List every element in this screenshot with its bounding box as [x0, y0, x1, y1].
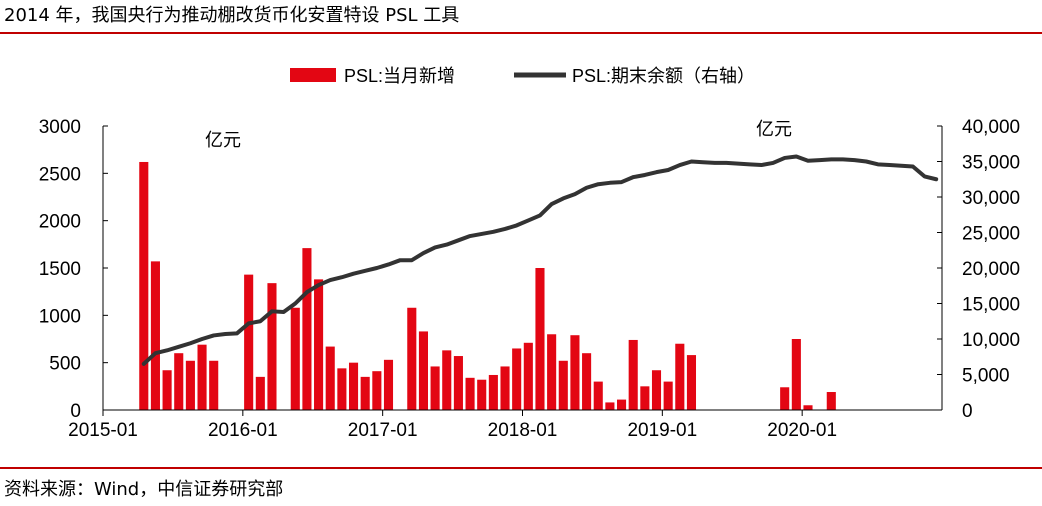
bar-2015-08	[185, 360, 195, 410]
bar-2020-03	[826, 392, 836, 410]
right-tick-label: 25,000	[962, 224, 1020, 245]
bar-2018-09	[617, 399, 627, 410]
bar-2017-10	[488, 374, 498, 410]
bar-2019-01	[663, 381, 673, 410]
left-tick-label: 1500	[39, 259, 81, 280]
bar-2019-03	[686, 355, 697, 410]
bar-2015-04	[139, 161, 149, 410]
line-series	[141, 154, 939, 366]
bar-2015-06	[162, 370, 172, 410]
left-tick-label: 2500	[39, 164, 81, 185]
bar-2020-01	[803, 405, 813, 410]
bar-2015-05	[150, 261, 160, 410]
bar-2018-12	[651, 370, 662, 410]
right-tick-label: 40,000	[962, 117, 1020, 138]
x-tick-label: 2019-01	[627, 420, 697, 441]
chart-legend: PSL:当月新增 PSL:期末余额（右轴）	[290, 66, 755, 86]
bar-2018-01	[523, 342, 533, 410]
bar-2016-02	[255, 376, 265, 410]
left-tick-label: 2000	[39, 212, 81, 233]
chart-axes: 0 500 1000 1500 2000 2500 3000 0 5,000 10,000 15,0…	[39, 117, 1020, 441]
bar-2018-03	[547, 334, 557, 410]
bar-2018-07	[593, 381, 603, 410]
title-divider	[0, 32, 1042, 34]
bar-2017-09	[477, 379, 487, 410]
x-tick-label: 2015-01	[68, 420, 138, 441]
bar-2018-11	[640, 386, 650, 410]
bar-2016-09	[337, 368, 347, 410]
bar-2018-04	[558, 360, 568, 410]
bar-2016-06	[302, 248, 312, 410]
bar-2017-06	[442, 350, 452, 410]
bar-2016-07	[314, 279, 324, 410]
right-tick-label: 5,000	[962, 366, 1010, 387]
bar-series	[139, 161, 836, 410]
page-title: 2014 年，我国央行为推动棚改货币化安置特设 PSL 工具	[4, 5, 460, 26]
x-tick-label: 2020-01	[767, 420, 837, 441]
left-tick-label: 1000	[39, 306, 81, 327]
bar-2015-10	[209, 360, 219, 410]
bar-2018-02	[535, 268, 545, 410]
bar-2015-07	[174, 353, 184, 410]
bar-2017-07	[453, 356, 463, 410]
bar-2019-02	[675, 343, 685, 410]
bar-2018-08	[605, 402, 615, 410]
legend-bar-swatch	[290, 68, 336, 82]
left-tick-label: 0	[70, 401, 81, 422]
x-tick-label: 2018-01	[488, 420, 558, 441]
right-tick-label: 35,000	[962, 153, 1020, 174]
left-tick-label: 500	[49, 354, 81, 375]
right-tick-label: 10,000	[962, 330, 1020, 351]
right-tick-label: 0	[962, 401, 973, 422]
bar-2019-12	[791, 339, 801, 410]
right-tick-label: 15,000	[962, 295, 1020, 316]
x-tick-label: 2017-01	[348, 420, 418, 441]
legend-bar-label: PSL:当月新增	[344, 66, 455, 86]
right-tick-label: 30,000	[962, 188, 1020, 209]
bar-2018-10	[628, 339, 638, 410]
bar-2017-11	[500, 366, 510, 410]
bar-2016-08	[325, 346, 335, 410]
bar-2016-11	[360, 376, 370, 410]
bar-2017-12	[512, 348, 522, 410]
left-axis-unit: 亿元	[205, 130, 241, 151]
right-axis-unit: 亿元	[756, 119, 792, 140]
bar-2017-03	[407, 307, 417, 410]
bar-2017-05	[430, 366, 440, 410]
bar-2018-05	[570, 335, 580, 410]
balance-line	[141, 154, 939, 366]
bar-2016-01	[244, 274, 254, 410]
bar-2019-11	[780, 387, 790, 410]
left-tick-label: 3000	[39, 117, 81, 138]
bar-2016-10	[348, 362, 359, 410]
source-divider	[0, 467, 1042, 469]
bar-2017-01	[383, 359, 394, 410]
x-tick-label: 2016-01	[208, 420, 278, 441]
source-note: 资料来源：Wind，中信证券研究部	[4, 479, 284, 500]
bar-2016-12	[372, 371, 382, 410]
bar-2018-06	[582, 353, 592, 410]
right-tick-label: 20,000	[962, 259, 1020, 280]
bar-2015-09	[197, 344, 207, 410]
bar-2017-08	[465, 377, 475, 410]
bar-2016-05	[290, 307, 300, 410]
bar-2016-03	[267, 283, 277, 410]
legend-line-label: PSL:期末余额（右轴）	[572, 66, 755, 86]
bar-2017-04	[418, 331, 428, 410]
